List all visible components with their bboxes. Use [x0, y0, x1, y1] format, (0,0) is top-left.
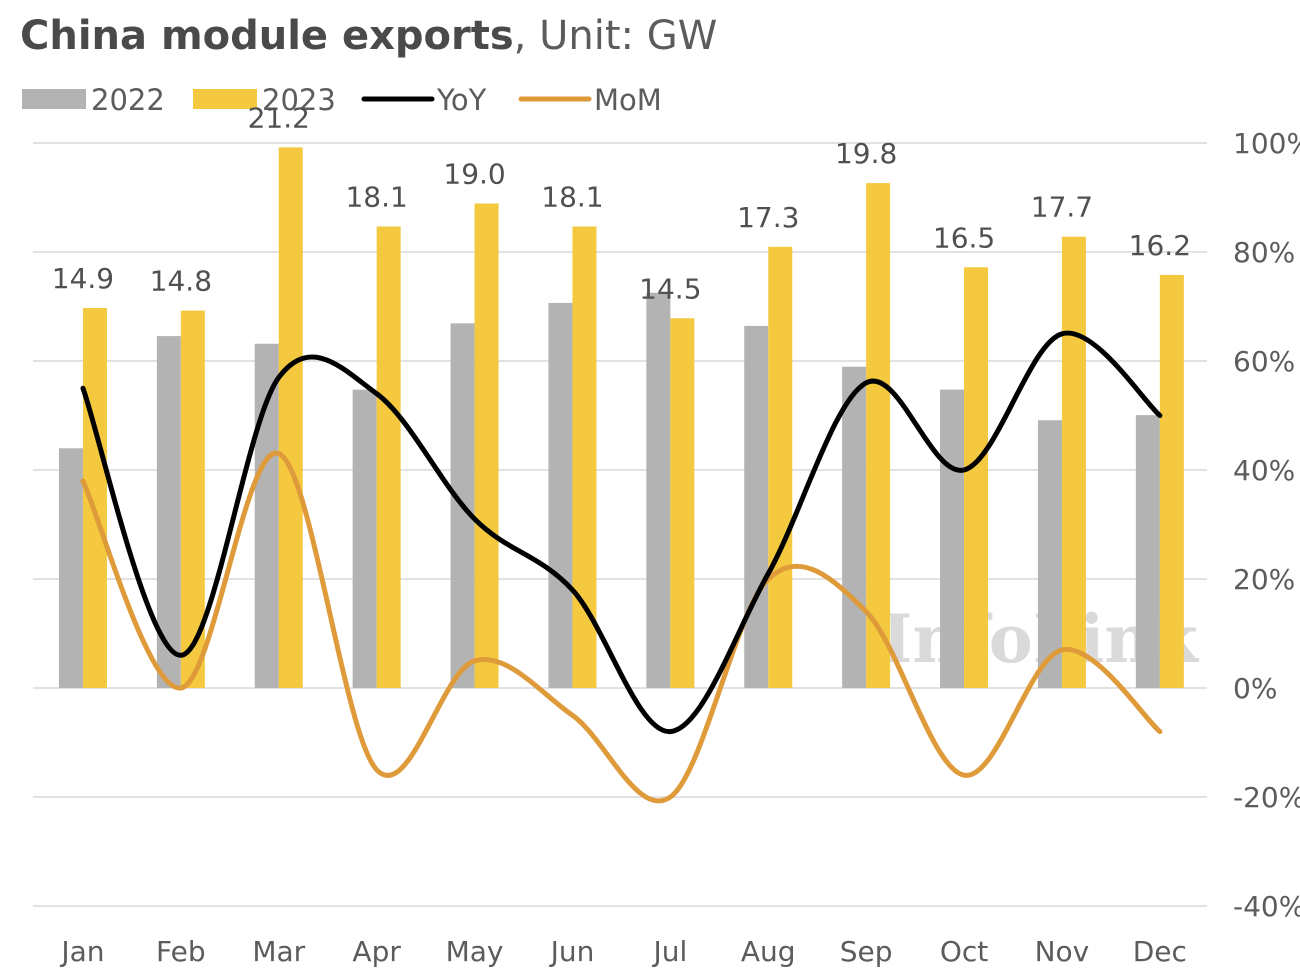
bar-2023-oct [964, 267, 989, 688]
bar-2022-nov [1037, 420, 1062, 688]
legend-swatch-2023 [193, 89, 257, 109]
legend-label-2023: 2023 [262, 83, 336, 117]
data-label-mar: 21.2 [248, 101, 310, 134]
bar-2023-dec [1159, 274, 1184, 688]
bar-2023-aug [768, 246, 793, 688]
y-tick-label: 20% [1233, 563, 1295, 596]
lines [80, 330, 1163, 804]
x-tick-label-feb: Feb [156, 935, 206, 968]
x-tick-label-jan: Jan [59, 935, 104, 968]
data-labels: 14.9 14.8 21.2 18.1 19.0 18.1 14.5 17.3 19.8 16.5… [52, 101, 1191, 305]
chart-title-bold: China module exports [20, 13, 514, 59]
bar-2022-apr [352, 389, 377, 688]
bar-2023-apr [376, 226, 401, 688]
bar-2022-dec [1135, 415, 1160, 688]
x-tick-label-oct: Oct [940, 935, 988, 968]
data-label-aug: 17.3 [737, 201, 799, 234]
bar-2023-mar [278, 147, 303, 688]
data-label-sep: 19.8 [835, 137, 897, 170]
x-tick-label-apr: Apr [352, 935, 401, 968]
legend-label-2022: 2022 [91, 83, 165, 117]
y-tick-label: 80% [1233, 236, 1295, 269]
y-tick-label: -40% [1233, 890, 1300, 923]
x-tick-label-aug: Aug [741, 935, 796, 968]
legend-swatch-2022 [22, 89, 86, 109]
bar-2023-jun [572, 226, 597, 688]
data-label-dec: 16.2 [1129, 229, 1191, 262]
data-label-oct: 16.5 [933, 221, 995, 254]
x-tick-label-jun: Jun [549, 935, 595, 968]
data-label-jul: 14.5 [639, 272, 701, 305]
data-label-nov: 17.7 [1031, 191, 1093, 224]
bar-2022-oct [940, 389, 965, 688]
x-tick-label-may: May [446, 935, 504, 968]
legend-label-yoy: YoY [436, 83, 487, 117]
legend-label-mom: MoM [594, 83, 662, 117]
bar-2022-jun [548, 302, 573, 688]
bar-2023-nov [1061, 236, 1086, 688]
x-tick-label-sep: Sep [840, 935, 893, 968]
data-label-may: 19.0 [443, 158, 505, 191]
x-tick-label-dec: Dec [1133, 935, 1187, 968]
bar-2022-jul [646, 292, 671, 688]
bar-2022-feb [156, 336, 181, 688]
y-tick-label: 0% [1233, 672, 1277, 705]
line-yoy [80, 330, 1163, 735]
y-tick-label: 40% [1233, 454, 1295, 487]
line-mom [80, 451, 1163, 804]
bars [58, 147, 1184, 688]
bar-2022-jan [58, 448, 83, 688]
bar-2023-jan [82, 308, 107, 688]
data-label-jun: 18.1 [541, 180, 603, 213]
y-tick-label: 60% [1233, 345, 1295, 378]
chart-title: China module exports, Unit: GW [20, 13, 717, 59]
x-tick-label-jul: Jul [651, 935, 687, 968]
chart-title-unit: , Unit: GW [514, 13, 718, 59]
x-tick-label-mar: Mar [252, 935, 305, 968]
x-axis: Jan Feb Mar Apr May Jun Jul Aug Sep Oct Nov Dec [59, 935, 1187, 968]
bar-2023-sep [866, 183, 891, 688]
bar-2022-sep [842, 366, 867, 688]
bar-2022-aug [744, 325, 769, 688]
right-y-axis: 100% 80% 60% 40% 20% 0% -20% -40% [1233, 127, 1300, 923]
data-label-jan: 14.9 [52, 262, 114, 295]
y-tick-label: -20% [1233, 781, 1300, 814]
x-tick-label-nov: Nov [1035, 935, 1090, 968]
legend: 2022 2023 YoY MoM [22, 83, 662, 117]
data-label-apr: 18.1 [345, 180, 407, 213]
grid [33, 142, 1207, 907]
data-label-feb: 14.8 [150, 265, 212, 298]
bar-2023-jul [670, 318, 695, 688]
y-tick-label: 100% [1233, 127, 1300, 160]
bar-2023-may [474, 203, 499, 688]
